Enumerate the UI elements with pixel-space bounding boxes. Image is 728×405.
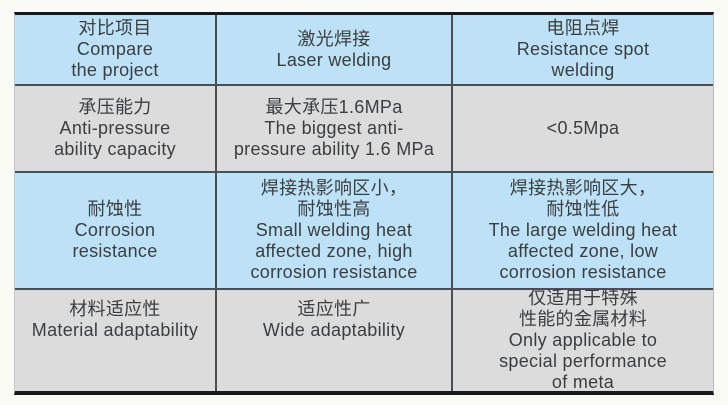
row-anti-pressure-label-cell: 承压能力 Anti-pressure ability capacity <box>15 86 215 171</box>
comparison-table-grid: 对比项目 Compare the project 激光焊接 Laser weld… <box>15 15 713 392</box>
header-cell-compare-the-project: 对比项目 Compare the project <box>15 15 215 84</box>
row-corrosion-label-cell: 耐蚀性 Corrosion resistance <box>15 173 215 288</box>
row-anti-pressure-laser-cell: 最大承压1.6MPa The biggest anti- pressure ab… <box>217 86 451 171</box>
row-material-resistance-cell: 仅适用于特殊 性能的金属材料 Only applicable to specia… <box>453 288 713 392</box>
comparison-table: 对比项目 Compare the project 激光焊接 Laser weld… <box>14 12 714 395</box>
row-material-label-cell: 材料适应性 Material adaptability <box>15 290 215 391</box>
header-cell-resistance-spot-welding: 电阻点焊 Resistance spot welding <box>453 15 713 84</box>
row-corrosion-resistance-cell: 焊接热影响区大， 耐蚀性低 The large welding heat aff… <box>453 173 713 288</box>
header-cell-laser-welding: 激光焊接 Laser welding <box>217 15 451 84</box>
row-anti-pressure-resistance-cell: <0.5Mpa <box>453 86 713 171</box>
row-corrosion-laser-cell: 焊接热影响区小， 耐蚀性高 Small welding heat affecte… <box>217 173 451 288</box>
row-material-laser-cell: 适应性广 Wide adaptability <box>217 290 451 391</box>
